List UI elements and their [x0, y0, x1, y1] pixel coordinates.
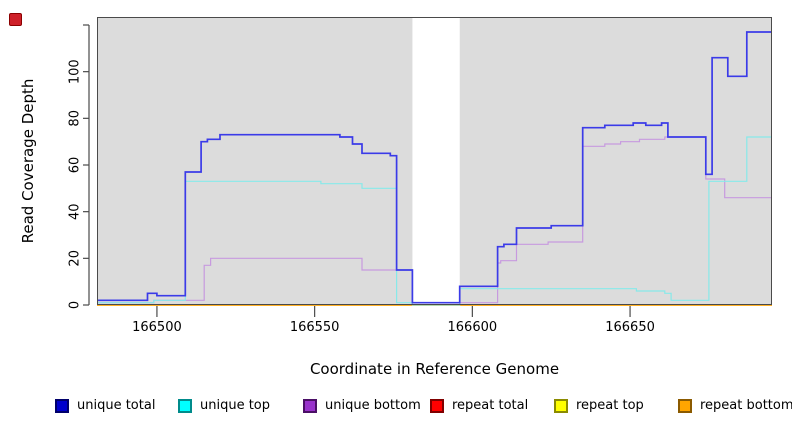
- legend-label: unique top: [200, 398, 271, 413]
- series-line-unique-total: [97, 31, 772, 304]
- y-tick-label: 40: [68, 203, 83, 220]
- legend-item-unique-bottom: unique bottom: [303, 398, 421, 413]
- x-tick-label: 166650: [605, 320, 655, 335]
- y-tick-label: 60: [68, 157, 83, 174]
- legend-item-unique-total: unique total: [55, 398, 155, 413]
- x-tick-label: 166550: [290, 320, 340, 335]
- legend-swatch-icon: [303, 398, 317, 413]
- legend-label: repeat total: [452, 398, 529, 413]
- legend-label: unique total: [77, 398, 156, 413]
- legend-swatch-icon: [430, 398, 444, 413]
- legend-item-unique-top: unique top: [178, 398, 270, 413]
- legend-swatch-icon: [678, 398, 692, 413]
- legend-label: unique bottom: [325, 398, 421, 413]
- legend-item-repeat-top: repeat top: [554, 398, 644, 413]
- y-axis-title: Read Coverage Depth: [19, 78, 37, 244]
- x-tick-label: 166600: [448, 320, 498, 335]
- legend-swatch-icon: [178, 398, 192, 413]
- x-axis-title: Coordinate in Reference Genome: [309, 360, 560, 378]
- legend-item-repeat-total: repeat total: [430, 398, 528, 413]
- y-tick-label: 20: [68, 250, 83, 267]
- y-tick-label: 80: [68, 110, 83, 127]
- red-marker-icon: [9, 13, 22, 26]
- plot-border: [97, 17, 772, 305]
- y-tick-label: 100: [68, 59, 83, 84]
- series-line-unique-bottom: [97, 136, 772, 304]
- legend-swatch-icon: [554, 398, 568, 413]
- legend-swatch-icon: [55, 398, 69, 413]
- no-data-gap-band: [412, 17, 460, 305]
- x-tick-label: 166500: [132, 320, 182, 335]
- legend-label: repeat top: [576, 398, 644, 413]
- legend-item-repeat-bottom: repeat bottom: [678, 398, 792, 413]
- legend-label: repeat bottom: [700, 398, 792, 413]
- y-tick-label: 0: [68, 301, 83, 309]
